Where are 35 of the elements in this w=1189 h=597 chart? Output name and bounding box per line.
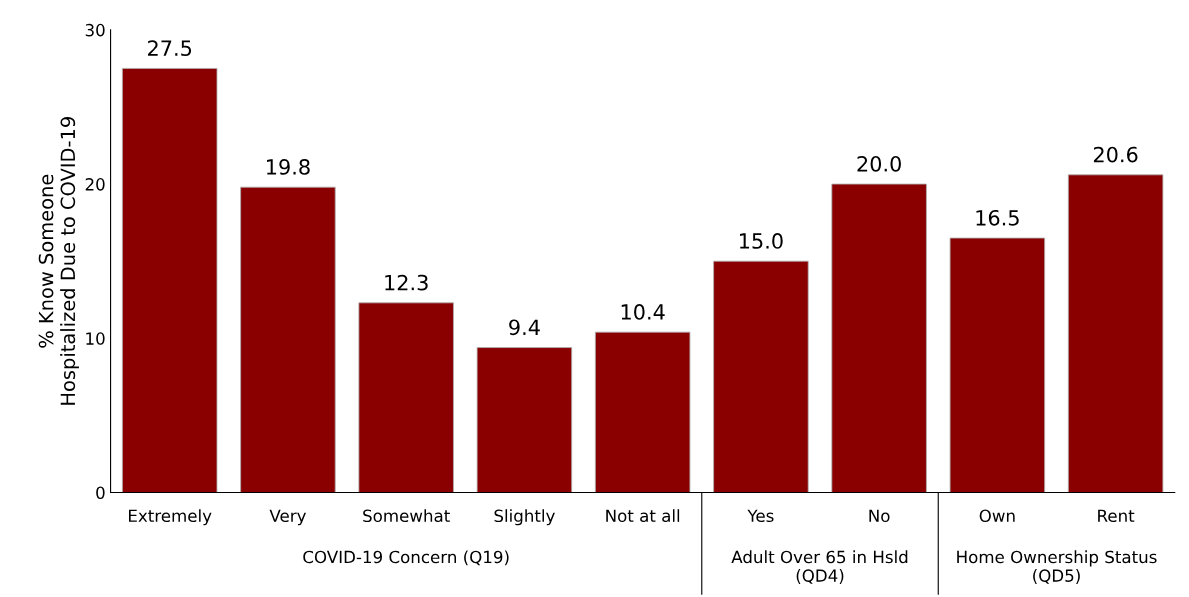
x-tick-label: No <box>869 509 890 523</box>
x-tick-label: Yes <box>747 509 774 523</box>
y-tick-label: 10 <box>86 332 105 345</box>
x-tick-label: Not at all <box>606 509 680 523</box>
data-label: 15.0 <box>739 233 783 249</box>
y-axis-title: % Know Someone Hospitalized Due to COVID-19 <box>38 117 79 405</box>
y-tick-label: 0 <box>96 486 105 500</box>
bar <box>831 183 927 493</box>
data-label: 10.4 <box>621 304 665 320</box>
bar <box>594 331 691 493</box>
bar <box>358 302 454 493</box>
data-label: 12.3 <box>385 274 428 291</box>
y-tick-label: 20 <box>85 178 105 191</box>
x-tick-label: Slightly <box>494 509 555 526</box>
bar <box>1067 174 1164 493</box>
x-tick-label: Own <box>979 509 1015 523</box>
text: COVID-19 Concern (Q19) <box>303 550 509 566</box>
data-label: 9.4 <box>509 319 540 336</box>
data-label: 20.0 <box>857 155 901 172</box>
bar <box>949 237 1046 493</box>
y-tick-label: 30 <box>85 23 105 37</box>
bar <box>240 186 336 493</box>
x-tick-label: Rent <box>1098 509 1135 523</box>
data-label: 20.6 <box>1093 146 1138 163</box>
bar <box>121 67 218 493</box>
x-tick-label: Somewhat <box>363 509 450 523</box>
x-tick-label: Extremely <box>129 509 212 526</box>
text: Adult Over 65 in Hsld (QD4) <box>731 550 908 584</box>
x-tick-label: Very <box>269 509 306 526</box>
data-label: 16.5 <box>976 209 1019 226</box>
data-label: 19.8 <box>267 159 310 175</box>
data-label: 27.5 <box>148 40 192 57</box>
bar <box>713 260 809 493</box>
bar <box>476 347 573 493</box>
text: Home Ownership Status (QD5) <box>957 550 1157 584</box>
